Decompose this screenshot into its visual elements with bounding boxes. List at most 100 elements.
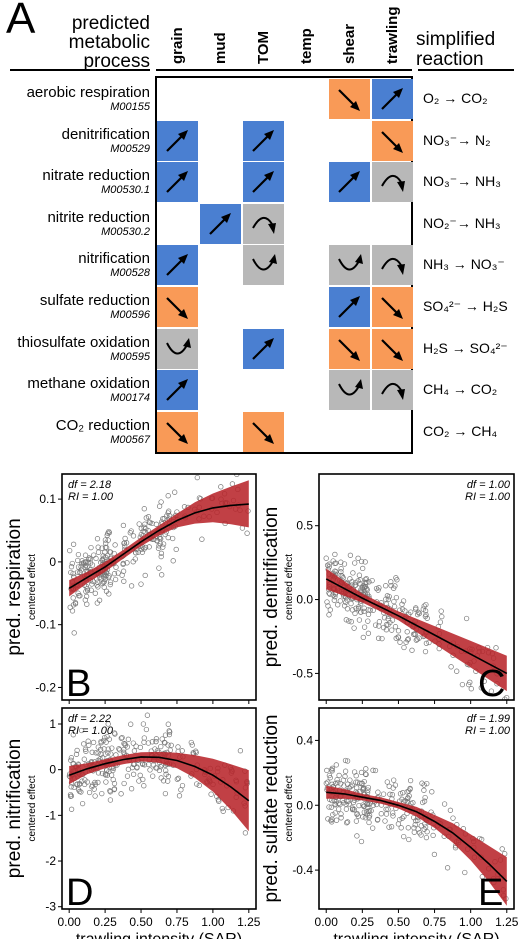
fit-line xyxy=(68,756,250,802)
module-code: M00567 xyxy=(110,433,150,446)
header-left-line-1: predicted xyxy=(71,13,150,34)
scatter-point xyxy=(324,767,330,774)
plot-panel-c: -0.5 0.0 0.5 pred. denitrification centered … xyxy=(261,473,515,705)
scatter-point xyxy=(107,797,114,803)
scatter-point xyxy=(396,816,403,823)
plot-panel-d: -3 -2 -1 0 1 0.00 0.25 0.50 0.75 1.00 1.25 trawling… xyxy=(4,707,261,939)
y-tick-label: 0.0 xyxy=(296,593,313,607)
scatter-point xyxy=(141,735,147,741)
header-left-line-2: metabolic xyxy=(68,32,150,53)
scatter-point xyxy=(156,767,163,774)
plot-panel-b: -0.2 -0.1 0 0.1 pred. respiration centered ef… xyxy=(4,473,257,705)
panel-letter: C xyxy=(478,663,505,705)
heatmap-cell xyxy=(200,203,241,244)
scatter-point xyxy=(390,810,396,816)
scatter-point xyxy=(140,721,147,727)
scatter-point xyxy=(329,765,336,771)
scatter-point xyxy=(121,780,127,787)
scatter-point xyxy=(355,606,362,612)
scatter-point xyxy=(326,772,333,779)
scatter-point xyxy=(152,746,158,752)
scatter-point xyxy=(124,773,131,779)
scatter-point xyxy=(385,806,391,812)
scatter-point xyxy=(125,736,132,742)
scatter-point xyxy=(141,762,148,768)
scatter-point xyxy=(375,635,382,641)
y-axis-label: pred. respiration xyxy=(4,518,25,655)
scatter-point xyxy=(375,789,381,795)
scatter-point xyxy=(366,814,372,821)
header-right-line-1: simplified xyxy=(416,29,496,50)
scatter-point xyxy=(408,609,414,615)
scatter-point xyxy=(351,769,358,775)
scatter-point xyxy=(81,756,87,762)
scatter-point xyxy=(330,558,336,564)
scatter-point xyxy=(366,808,373,814)
heatmap-cell xyxy=(372,79,413,119)
scatter-point xyxy=(141,783,147,789)
scatter-point xyxy=(328,804,334,810)
scatter-point xyxy=(105,537,111,543)
scatter-point xyxy=(137,744,144,751)
scatter-point xyxy=(189,742,195,748)
module-code: M00530.1 xyxy=(101,184,150,197)
scatter-point xyxy=(138,546,145,552)
arrow-u-icon xyxy=(252,254,277,271)
scatter-point xyxy=(112,576,119,583)
stat-text: df = 2.22 xyxy=(68,713,111,725)
arrow-up-icon xyxy=(338,296,360,318)
arrow-u-icon xyxy=(166,337,191,355)
arrow-up-icon xyxy=(338,171,360,193)
y-tick-label: 0.0 xyxy=(296,798,313,812)
module-code: M00595 xyxy=(110,350,150,363)
scatter-point xyxy=(156,565,162,571)
scatter-point xyxy=(422,794,428,801)
stat-text: RI = 1.00 xyxy=(68,725,114,737)
heatmap-cell xyxy=(157,287,198,327)
scatter-point xyxy=(329,781,335,787)
scatter-point xyxy=(165,510,171,516)
scatter-point xyxy=(111,730,118,736)
scatter-point xyxy=(388,824,395,830)
scatter-point xyxy=(400,598,407,604)
scatter-point xyxy=(466,681,472,688)
scatter-point xyxy=(70,732,76,738)
scatter-point xyxy=(450,815,456,821)
module-code: M00174 xyxy=(110,392,150,405)
scatter-point xyxy=(91,786,97,792)
scatter-point xyxy=(385,596,392,602)
scatter-point xyxy=(103,779,109,785)
scatter-point xyxy=(383,622,390,628)
column-header-temp: temp xyxy=(286,8,329,68)
scatter-point xyxy=(110,767,116,774)
y-axis-label: pred. sulfate reduction xyxy=(261,714,282,902)
scatter-point xyxy=(130,533,137,539)
scatter-point xyxy=(106,736,112,742)
x-tick-label: 0.75 xyxy=(423,915,447,929)
arrow-u-icon xyxy=(338,254,363,271)
scatter-point xyxy=(147,767,153,773)
scatter-point xyxy=(163,767,169,774)
scatter-point xyxy=(390,785,396,791)
plot-frame xyxy=(61,473,257,701)
panel-a-letter: A xyxy=(6,0,36,43)
scatter-point xyxy=(95,549,102,555)
scatter-point xyxy=(391,598,397,605)
scatter-point xyxy=(335,602,341,608)
scatter-point xyxy=(354,833,360,839)
scatter-point xyxy=(68,784,74,790)
arrow-up-icon xyxy=(166,129,188,152)
scatter-point xyxy=(361,809,367,815)
scatter-point xyxy=(324,599,330,605)
scatter-point xyxy=(441,801,448,807)
scatter-point xyxy=(101,574,107,580)
scatter-point xyxy=(331,597,337,603)
scatter-point xyxy=(83,748,89,754)
scatter-point xyxy=(122,543,128,549)
column-header-trawling: trawling xyxy=(372,6,415,68)
scatter-point xyxy=(93,750,99,756)
heatmap-cell xyxy=(372,245,413,286)
reaction-text: SO₄²⁻ → H₂S xyxy=(423,298,508,314)
plot-panel-e: -0.4 0.0 0.4 0.00 0.25 0.50 0.75 1.00 1.25 trawli… xyxy=(261,707,519,939)
scatter-point xyxy=(119,734,125,741)
